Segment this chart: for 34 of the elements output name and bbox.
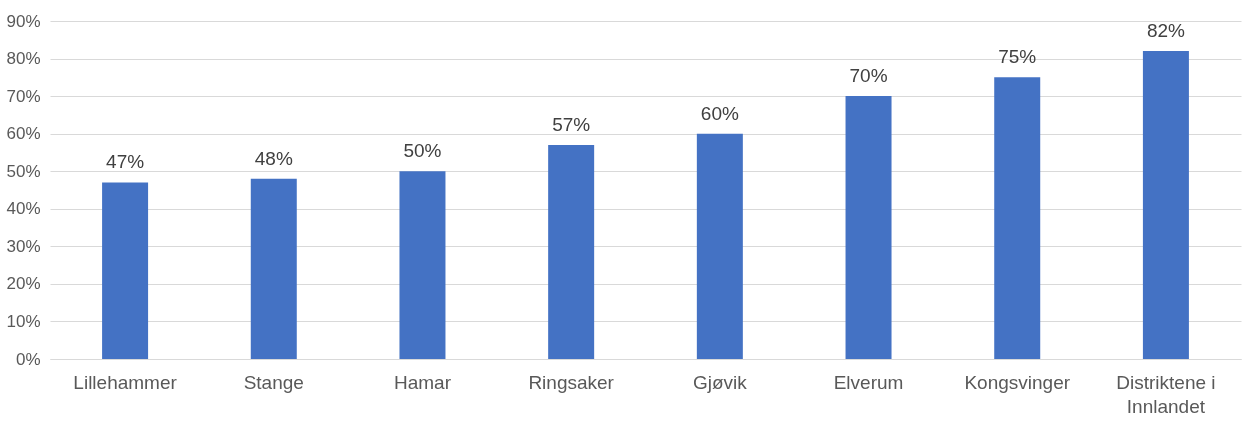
y-tick-label: 80%	[6, 49, 41, 69]
y-tick-label: 50%	[6, 161, 41, 181]
data-label: 57%	[552, 113, 591, 135]
x-tick-label: Hamar	[393, 371, 452, 393]
y-tick-label: 10%	[6, 311, 41, 331]
data-label: 48%	[254, 147, 293, 169]
y-tick-label: 0%	[15, 349, 41, 369]
x-tick-label: Kongsvinger	[964, 371, 1071, 393]
x-tick-label: Stange	[243, 371, 304, 393]
data-label: 47%	[106, 151, 145, 173]
x-tick-label: Distriktene i Innlandet	[1116, 371, 1216, 417]
data-label: 75%	[998, 46, 1037, 68]
bar	[399, 171, 446, 359]
y-tick-label: 20%	[6, 274, 41, 294]
x-tick-label: Lillehammer	[73, 371, 178, 393]
bar	[250, 178, 297, 359]
bar	[696, 133, 743, 359]
bar	[1142, 51, 1189, 359]
data-label: 82%	[1146, 20, 1186, 42]
data-label: 50%	[403, 140, 442, 162]
y-tick-label: 30%	[6, 236, 41, 256]
bar	[102, 182, 149, 359]
bar	[994, 77, 1041, 359]
data-label: 70%	[849, 65, 888, 87]
x-tick-label: Ringsaker	[528, 371, 615, 393]
data-label: 60%	[700, 102, 739, 124]
y-tick-label: 40%	[6, 199, 41, 219]
bar	[845, 96, 892, 359]
y-tick-label: 60%	[6, 124, 41, 144]
x-tick-label: Elverum	[833, 371, 904, 393]
x-tick-label: Gjøvik	[692, 371, 748, 393]
y-tick-label: 70%	[6, 86, 41, 106]
y-tick-label: 90%	[6, 11, 41, 31]
bar	[548, 144, 595, 359]
